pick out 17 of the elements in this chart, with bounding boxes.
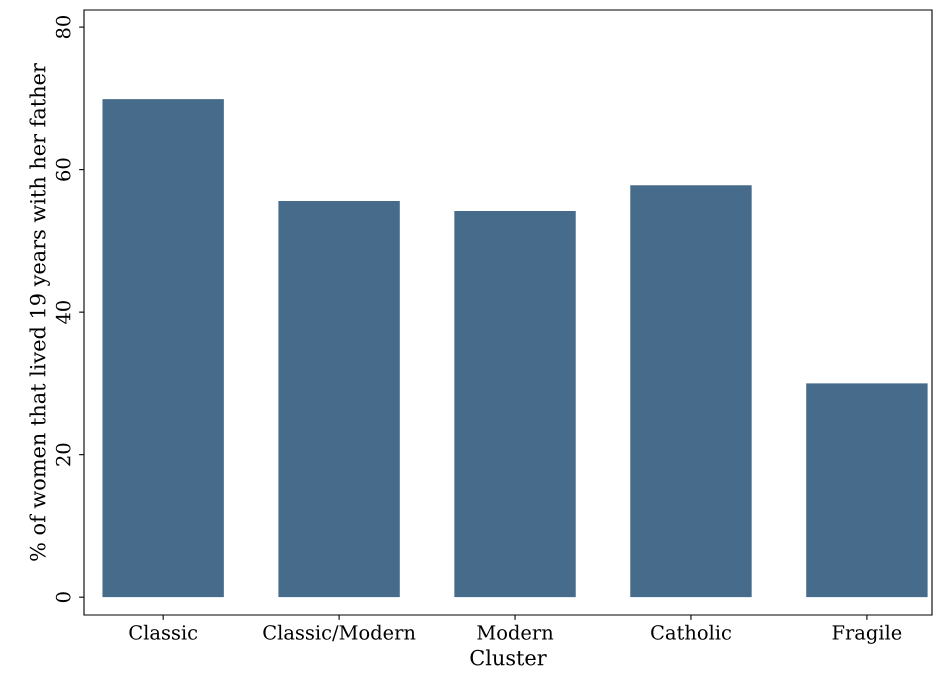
bar — [806, 383, 928, 598]
y-tick-label: 80 — [56, 16, 71, 38]
y-axis-title: % of women that lived 19 years with her father — [29, 63, 50, 561]
bar — [278, 200, 400, 598]
x-tick-label: Fragile — [832, 624, 902, 644]
bar — [630, 185, 752, 598]
x-tick-label: Classic — [129, 624, 198, 640]
y-tick-label: 20 — [56, 444, 71, 466]
y-tick-label: 0 — [56, 592, 71, 602]
x-tick-label: Modern — [477, 624, 554, 640]
bar — [454, 210, 576, 598]
y-tick-label: 40 — [56, 301, 71, 324]
bar — [102, 99, 224, 598]
x-tick-label: Classic/Modern — [263, 624, 416, 642]
y-tick-label: 60 — [56, 158, 71, 181]
x-axis-title: Cluster — [470, 649, 547, 666]
x-tick-label: Catholic — [651, 624, 731, 640]
